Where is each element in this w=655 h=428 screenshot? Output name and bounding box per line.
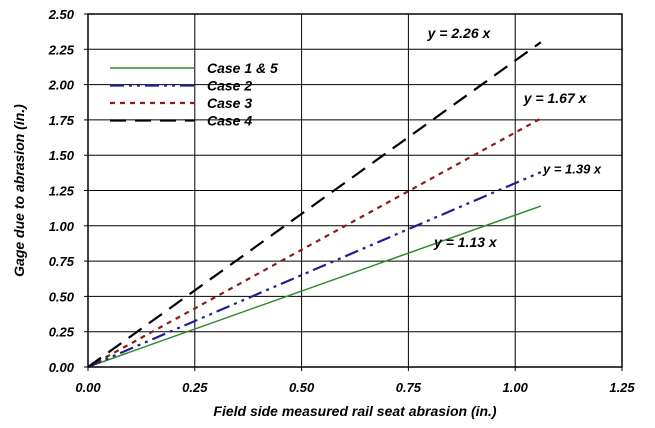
slope-annotation: y = 1.13 x xyxy=(433,234,498,250)
legend-label: Case 3 xyxy=(207,95,252,111)
series-line-2 xyxy=(87,171,542,369)
axis-ticks: 0.00 0.25 0.50 0.75 1.00 1.25 0.00 0.25 0.50 0.75… xyxy=(48,7,636,395)
y-tick-label: 0.25 xyxy=(49,325,75,340)
x-tick-label: 0.75 xyxy=(396,380,422,395)
series-line-1 xyxy=(87,205,542,368)
y-tick-label: 0.00 xyxy=(49,360,75,375)
y-tick-label: 0.75 xyxy=(49,254,75,269)
legend-label: Case 2 xyxy=(207,78,252,94)
y-tick-label: 2.00 xyxy=(48,78,75,93)
y-tick-label: 1.75 xyxy=(49,113,75,128)
y-tick-label: 2.50 xyxy=(48,7,75,22)
x-axis-title: Field side measured rail seat abrasion (… xyxy=(213,403,497,419)
x-tick-label: 0.50 xyxy=(289,380,315,395)
series-line-3 xyxy=(87,117,542,368)
slope-annotation: y = 1.67 x xyxy=(523,90,588,106)
legend-label: Case 4 xyxy=(207,113,252,129)
series-line-4 xyxy=(87,41,542,368)
series-lines xyxy=(87,41,542,369)
grid xyxy=(88,14,622,367)
y-tick-label: 2.25 xyxy=(48,42,75,57)
x-tick-label: 1.00 xyxy=(503,380,529,395)
slope-annotation: y = 1.39 x xyxy=(542,162,602,177)
annotations: y = 2.26 x y = 1.67 x y = 1.39 x y = 1.13 x xyxy=(427,25,602,250)
x-tick-label: 0.25 xyxy=(182,380,208,395)
x-tick-label: 1.25 xyxy=(609,380,635,395)
y-tick-label: 1.50 xyxy=(49,148,75,163)
legend-label: Case 1 & 5 xyxy=(207,60,278,76)
y-axis-title: Gage due to abrasion (in.) xyxy=(11,104,27,277)
y-tick-label: 1.00 xyxy=(49,219,75,234)
y-tick-label: 1.25 xyxy=(49,184,75,199)
y-tick-label: 0.50 xyxy=(49,289,75,304)
slope-annotation: y = 2.26 x xyxy=(427,25,492,41)
x-tick-label: 0.00 xyxy=(75,380,101,395)
